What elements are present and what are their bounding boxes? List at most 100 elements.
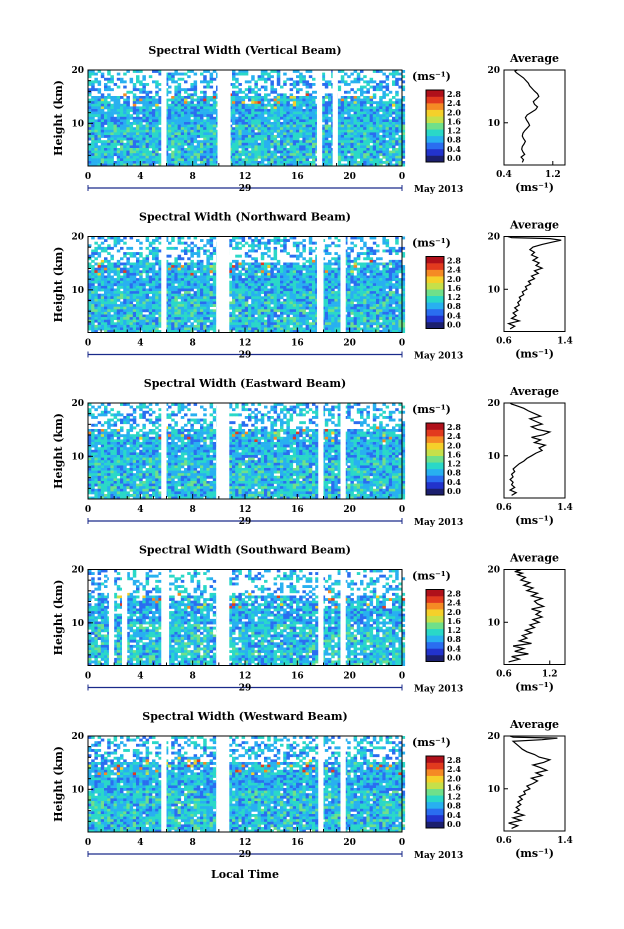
colorbar-swatch: [426, 135, 444, 143]
heatmap-cell: [88, 272, 92, 276]
heatmap-cell: [344, 140, 348, 144]
heatmap-cell: [360, 142, 364, 146]
heatmap-cell: [123, 163, 127, 167]
heatmap-cell: [209, 322, 214, 326]
heatmap-cell: [100, 270, 105, 274]
heatmap-cell: [273, 311, 278, 315]
heatmap-cell: [212, 163, 217, 167]
heatmap-cell: [248, 306, 252, 310]
heatmap-cell: [196, 301, 201, 305]
heatmap-cell: [158, 330, 162, 333]
heatmap-cell: [116, 278, 121, 281]
heatmap-cell: [203, 283, 207, 287]
heatmap-cell: [148, 267, 153, 271]
heatmap-cell: [190, 265, 194, 268]
heatmap-cell: [190, 306, 194, 310]
heatmap-cell: [209, 150, 214, 154]
heatmap-cell: [270, 298, 274, 302]
heatmap-cell: [168, 114, 172, 118]
heatmap-cell: [123, 93, 127, 97]
heatmap-cell: [350, 103, 354, 107]
heatmap-cell: [337, 142, 342, 146]
heatmap-cell: [238, 298, 242, 302]
heatmap-cell: [347, 158, 351, 162]
heatmap-cell: [286, 311, 290, 315]
heatmap-cell: [321, 98, 326, 102]
heatmap-cell: [206, 267, 210, 271]
heatmap-cell: [276, 132, 281, 136]
heatmap-cell: [305, 114, 310, 118]
heatmap-cell: [251, 155, 255, 159]
heatmap-cell: [289, 285, 294, 289]
heatmap-cell: [129, 298, 134, 302]
heatmap-cell: [283, 161, 287, 164]
heatmap-cell: [235, 241, 239, 245]
heatmap-cell: [148, 330, 153, 333]
heatmap-cell: [283, 241, 287, 245]
heatmap-cell: [184, 135, 188, 138]
heatmap-cell: [212, 129, 217, 133]
heatmap-cell: [232, 114, 236, 118]
heatmap-cell: [312, 161, 316, 164]
heatmap-cell: [142, 322, 146, 326]
heatmap-cell: [206, 132, 210, 136]
heatmap-cell: [328, 83, 332, 86]
heatmap-cell: [232, 103, 236, 107]
heatmap-cell: [142, 124, 146, 128]
heatmap-cell: [366, 155, 370, 159]
heatmap-cell: [289, 127, 294, 131]
heatmap-cell: [308, 155, 313, 159]
heatmap-cell: [168, 309, 172, 313]
heatmap-cell: [136, 280, 140, 284]
heatmap-cell: [129, 135, 134, 138]
heatmap-cell: [148, 249, 153, 253]
heatmap-cell: [91, 72, 95, 76]
heatmap-cell: [324, 155, 329, 159]
heatmap-cell: [196, 129, 201, 133]
heatmap-cell: [366, 98, 370, 102]
heatmap-cell: [148, 114, 153, 118]
heatmap-cell: [248, 293, 252, 297]
heatmap-cell: [100, 161, 105, 164]
heatmap-cell: [94, 270, 98, 274]
heatmap-cell: [315, 114, 319, 118]
heatmap-cell: [113, 314, 118, 318]
heatmap-cell: [267, 129, 271, 133]
heatmap-cell: [91, 103, 95, 107]
heatmap-cell: [254, 124, 258, 128]
heatmap-cell: [155, 249, 159, 253]
heatmap-cell: [180, 111, 185, 115]
heatmap-cell: [328, 142, 332, 146]
heatmap-cell: [190, 158, 194, 162]
heatmap-cell: [158, 291, 162, 294]
heatmap-cell: [392, 137, 396, 141]
heatmap-cell: [171, 291, 175, 294]
heatmap-cell: [110, 304, 114, 307]
heatmap-cell: [286, 275, 290, 279]
heatmap-cell: [270, 306, 274, 310]
heatmap-cell: [321, 119, 326, 123]
heatmap-cell: [299, 148, 303, 151]
heatmap-cell: [254, 96, 258, 99]
heatmap-cell: [241, 129, 246, 133]
heatmap-cell: [254, 280, 258, 284]
heatmap-cell: [308, 83, 313, 86]
heatmap-cell: [116, 116, 121, 120]
heatmap-cell: [251, 106, 255, 110]
heatmap-cell: [369, 122, 374, 125]
heatmap-cell: [350, 127, 354, 131]
heatmap-cell: [152, 257, 156, 261]
heatmap-cell: [353, 77, 358, 81]
heatmap-cell: [94, 127, 98, 131]
heatmap-cell: [270, 122, 274, 125]
heatmap-cell: [264, 129, 268, 133]
heatmap-cell: [385, 140, 390, 144]
heatmap-cell: [187, 150, 191, 154]
heatmap-cell: [280, 270, 284, 274]
heatmap-cell: [388, 153, 393, 157]
heatmap-cell: [91, 161, 95, 164]
heatmap-cell: [299, 111, 303, 115]
heatmap-cell: [228, 241, 233, 245]
heatmap-cell: [155, 137, 159, 141]
heatmap-cell: [155, 280, 159, 284]
